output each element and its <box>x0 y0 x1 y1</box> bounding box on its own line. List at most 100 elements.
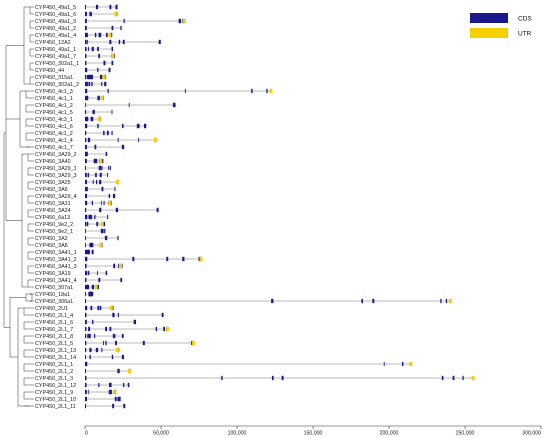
gene-label: CYP450_3A41_1 <box>35 250 77 256</box>
cds-exon <box>94 144 97 150</box>
utr-region <box>448 298 452 304</box>
cds-exon <box>85 18 87 24</box>
legend-utr-label: UTR <box>518 31 532 38</box>
cds-exon <box>142 340 145 346</box>
cds-exon <box>85 123 88 129</box>
cds-exon <box>121 144 125 150</box>
cds-exon <box>85 130 87 136</box>
gene-track <box>85 200 112 206</box>
cds-exon <box>101 186 104 192</box>
gene-track <box>85 277 123 283</box>
gene-track <box>85 396 121 402</box>
gene-label: CYP450_3A29_1 <box>35 166 77 172</box>
cds-exon <box>94 172 96 178</box>
legend: CDS UTR <box>470 13 532 38</box>
utr-region <box>409 361 413 367</box>
gene-track <box>85 60 114 66</box>
cds-exon <box>107 130 109 136</box>
gene-track <box>85 221 106 227</box>
cds-exon <box>114 333 116 339</box>
cds-exon <box>85 396 88 402</box>
gene-label: CYP450_3A19 <box>35 271 71 277</box>
cds-exon <box>158 39 161 45</box>
cds-exon <box>89 291 91 297</box>
gene-label: CYP450_2L1_13 <box>35 348 76 354</box>
cds-exon <box>86 81 88 87</box>
gene-label: CYP450_3A2 <box>35 236 68 242</box>
cds-exon <box>96 179 98 185</box>
cds-exon <box>157 207 159 213</box>
gene-label: CYP450_2L1_5 <box>35 341 73 347</box>
gene-label: CYP450_3A24 <box>35 208 71 214</box>
cds-exon <box>86 221 89 227</box>
gene-label-column: CYP450_49a1_5CYP450_49a1_6CYP450_49a1_3C… <box>35 5 79 410</box>
utr-region <box>100 221 104 227</box>
cds-exon <box>100 207 102 213</box>
cds-exon <box>102 221 106 227</box>
cds-exon <box>88 81 91 87</box>
cds-exon <box>89 74 92 80</box>
gene-label: CYP450_2L1_9 <box>35 390 73 396</box>
cds-exon <box>103 200 105 206</box>
gene-label: CYP450_49a1_6 <box>35 12 76 18</box>
cds-exon <box>87 137 91 143</box>
cds-exon <box>440 298 442 304</box>
cds-exon <box>99 179 102 185</box>
cds-exon <box>92 179 94 185</box>
gene-label: CYP450_3A31 <box>35 201 71 207</box>
cds-exon <box>85 32 87 38</box>
cds-exon <box>112 333 115 339</box>
cds-exon <box>100 200 102 206</box>
cds-exon <box>173 102 176 108</box>
cds-exon <box>105 326 108 332</box>
gene-track <box>85 88 273 94</box>
cds-exon <box>105 340 107 346</box>
cds-exon <box>85 221 87 227</box>
cds-exon <box>91 200 93 206</box>
cds-exon <box>94 158 97 164</box>
cds-exon <box>109 389 112 395</box>
cds-exon <box>89 11 91 17</box>
utr-region <box>102 74 106 80</box>
cds-exon <box>85 354 86 360</box>
cds-exon <box>128 102 130 108</box>
cds-exon <box>92 109 95 115</box>
cds-exon <box>383 361 385 367</box>
gene-track <box>85 39 161 45</box>
cds-exon <box>104 81 107 87</box>
gene-label: CYP450_2L1_11 <box>35 404 76 410</box>
gene-track <box>85 354 124 360</box>
gene-label: CYP450_2L1_4 <box>35 313 73 319</box>
cds-exon <box>123 18 125 24</box>
cds-exon <box>121 333 124 339</box>
cds-exon <box>115 340 117 346</box>
cds-exon <box>114 186 116 192</box>
cds-exon <box>85 270 87 276</box>
cds-exon <box>90 74 94 80</box>
gene-label: CYP450_306a1 <box>35 299 73 305</box>
cds-exon <box>106 130 108 136</box>
cds-exon <box>111 46 113 52</box>
cds-exon <box>98 32 100 38</box>
gene-track <box>85 291 94 297</box>
cds-exon <box>94 333 96 339</box>
cds-exon <box>109 382 112 388</box>
cds-exon <box>85 284 87 290</box>
cds-exon <box>90 116 94 122</box>
gene-track <box>85 298 452 304</box>
cds-exon <box>89 214 93 220</box>
gene-structure-tracks <box>85 4 475 409</box>
cds-exon <box>85 186 88 192</box>
gene-track <box>85 284 99 290</box>
gene-label: CYP450_6a13 <box>35 215 70 221</box>
gene-label: CYP450_2L1_6 <box>35 320 73 326</box>
gene-label: CYP450_4c1_2 <box>35 103 73 109</box>
gene-label: CYP450_4c1_3 <box>35 89 73 95</box>
cds-exon <box>85 32 88 38</box>
cds-exon <box>86 284 90 290</box>
cds-exon <box>85 235 86 241</box>
cds-exon <box>361 298 364 304</box>
cds-exon <box>85 256 88 262</box>
cds-exon <box>101 165 103 171</box>
cds-exon <box>115 4 118 10</box>
